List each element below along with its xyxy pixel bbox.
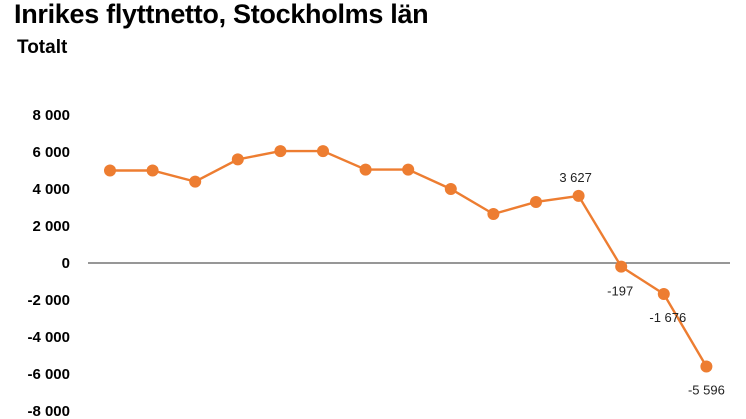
y-tick-label: 6 000 xyxy=(32,144,70,161)
data-label: -5 596 xyxy=(688,383,725,398)
data-point xyxy=(700,360,713,373)
data-point xyxy=(104,164,116,177)
data-labels: 3 627 -197 -1 676 -5 596 xyxy=(559,170,725,398)
data-point xyxy=(402,163,415,176)
data-point xyxy=(530,195,542,208)
data-point xyxy=(487,207,500,220)
data-points xyxy=(104,145,713,373)
data-point xyxy=(317,145,329,158)
data-point xyxy=(615,260,628,273)
chart-title: Inrikes flyttnetto, Stockholms län xyxy=(14,0,429,29)
data-point xyxy=(359,163,372,176)
data-point xyxy=(274,145,287,158)
y-tick-label: -8 000 xyxy=(27,403,70,419)
chart-subtitle: Totalt xyxy=(17,37,68,58)
y-axis: 8 000 6 000 4 000 2 000 0 -2 000 -4 000 -6 000 -… xyxy=(27,107,70,419)
y-tick-label: -2 000 xyxy=(27,292,70,309)
y-tick-label: 2 000 xyxy=(32,218,70,235)
y-tick-label: 0 xyxy=(62,255,70,272)
y-tick-label: 4 000 xyxy=(32,181,70,198)
y-tick-label: -6 000 xyxy=(27,366,70,383)
data-point xyxy=(657,288,670,301)
data-point xyxy=(444,183,457,195)
data-label: -1 676 xyxy=(649,310,686,325)
y-tick-label: 8 000 xyxy=(32,107,70,124)
data-point xyxy=(572,189,585,202)
data-label: -197 xyxy=(607,284,633,299)
data-label: 3 627 xyxy=(559,170,592,185)
data-point xyxy=(146,164,159,177)
data-point xyxy=(189,175,202,188)
y-tick-label: -4 000 xyxy=(27,329,70,346)
data-point xyxy=(231,153,244,166)
